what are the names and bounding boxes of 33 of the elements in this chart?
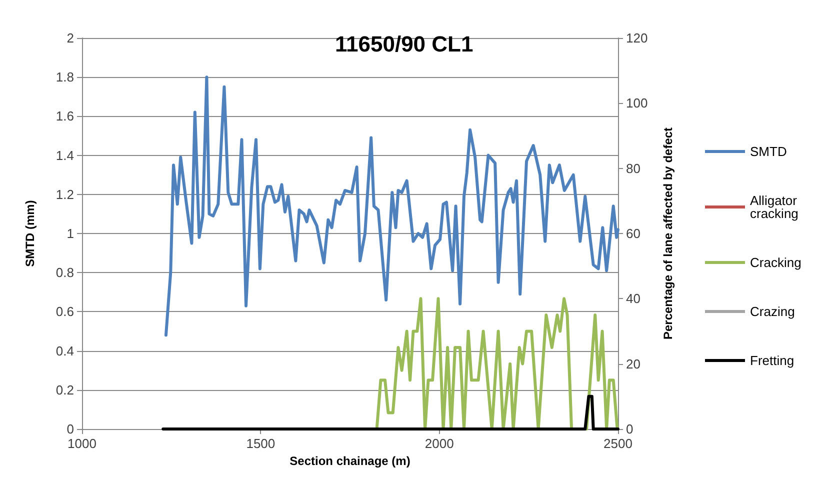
x-tick-label: 1000 — [68, 436, 96, 451]
line-series — [164, 76, 620, 337]
y2-tick-label: 80 — [626, 160, 640, 176]
x-axis-title: Section chainage (m) — [290, 454, 410, 468]
y2-tick-label: 60 — [626, 226, 640, 241]
y-tick-label: 0 — [66, 422, 74, 436]
y2-tick-label: 20 — [626, 356, 640, 372]
y-axis-title: SMTD (mm) — [23, 200, 37, 267]
y2-tick-label: 100 — [626, 96, 648, 111]
y-tick-label: 1 — [66, 226, 74, 241]
y-tick-label: 0.8 — [56, 265, 74, 280]
x-tick-label: 1500 — [246, 436, 276, 451]
y-tick-label: 1.2 — [56, 186, 74, 202]
legend-label: Cracking — [750, 255, 802, 270]
y-tick-label: 1.6 — [56, 108, 74, 124]
chart-title: 11650/90 CL1 — [335, 32, 474, 56]
x-tick-label: 2500 — [604, 436, 632, 451]
y2-tick-label: 120 — [626, 30, 648, 46]
y-tick-label: 0.6 — [56, 304, 74, 320]
y-tick-label: 1.4 — [56, 148, 74, 163]
x-tick-label: 2000 — [424, 436, 454, 451]
line-series — [375, 297, 619, 430]
legend-label: Fretting — [750, 353, 794, 368]
legend-label: Alligator cracking — [750, 193, 801, 221]
y2-axis-title: Percentage of lane affected by defect — [661, 127, 675, 340]
legend-label: Crazing — [750, 304, 795, 319]
y-tick-label: 0.4 — [56, 343, 74, 358]
y-tick-label: 1.8 — [56, 70, 74, 85]
y2-tick-label: 40 — [626, 291, 640, 306]
y2-tick-label: 0 — [626, 422, 634, 436]
legend-label: SMTD — [750, 144, 787, 159]
y-tick-label: 2 — [66, 30, 74, 46]
y-tick-label: 0.2 — [56, 382, 74, 398]
